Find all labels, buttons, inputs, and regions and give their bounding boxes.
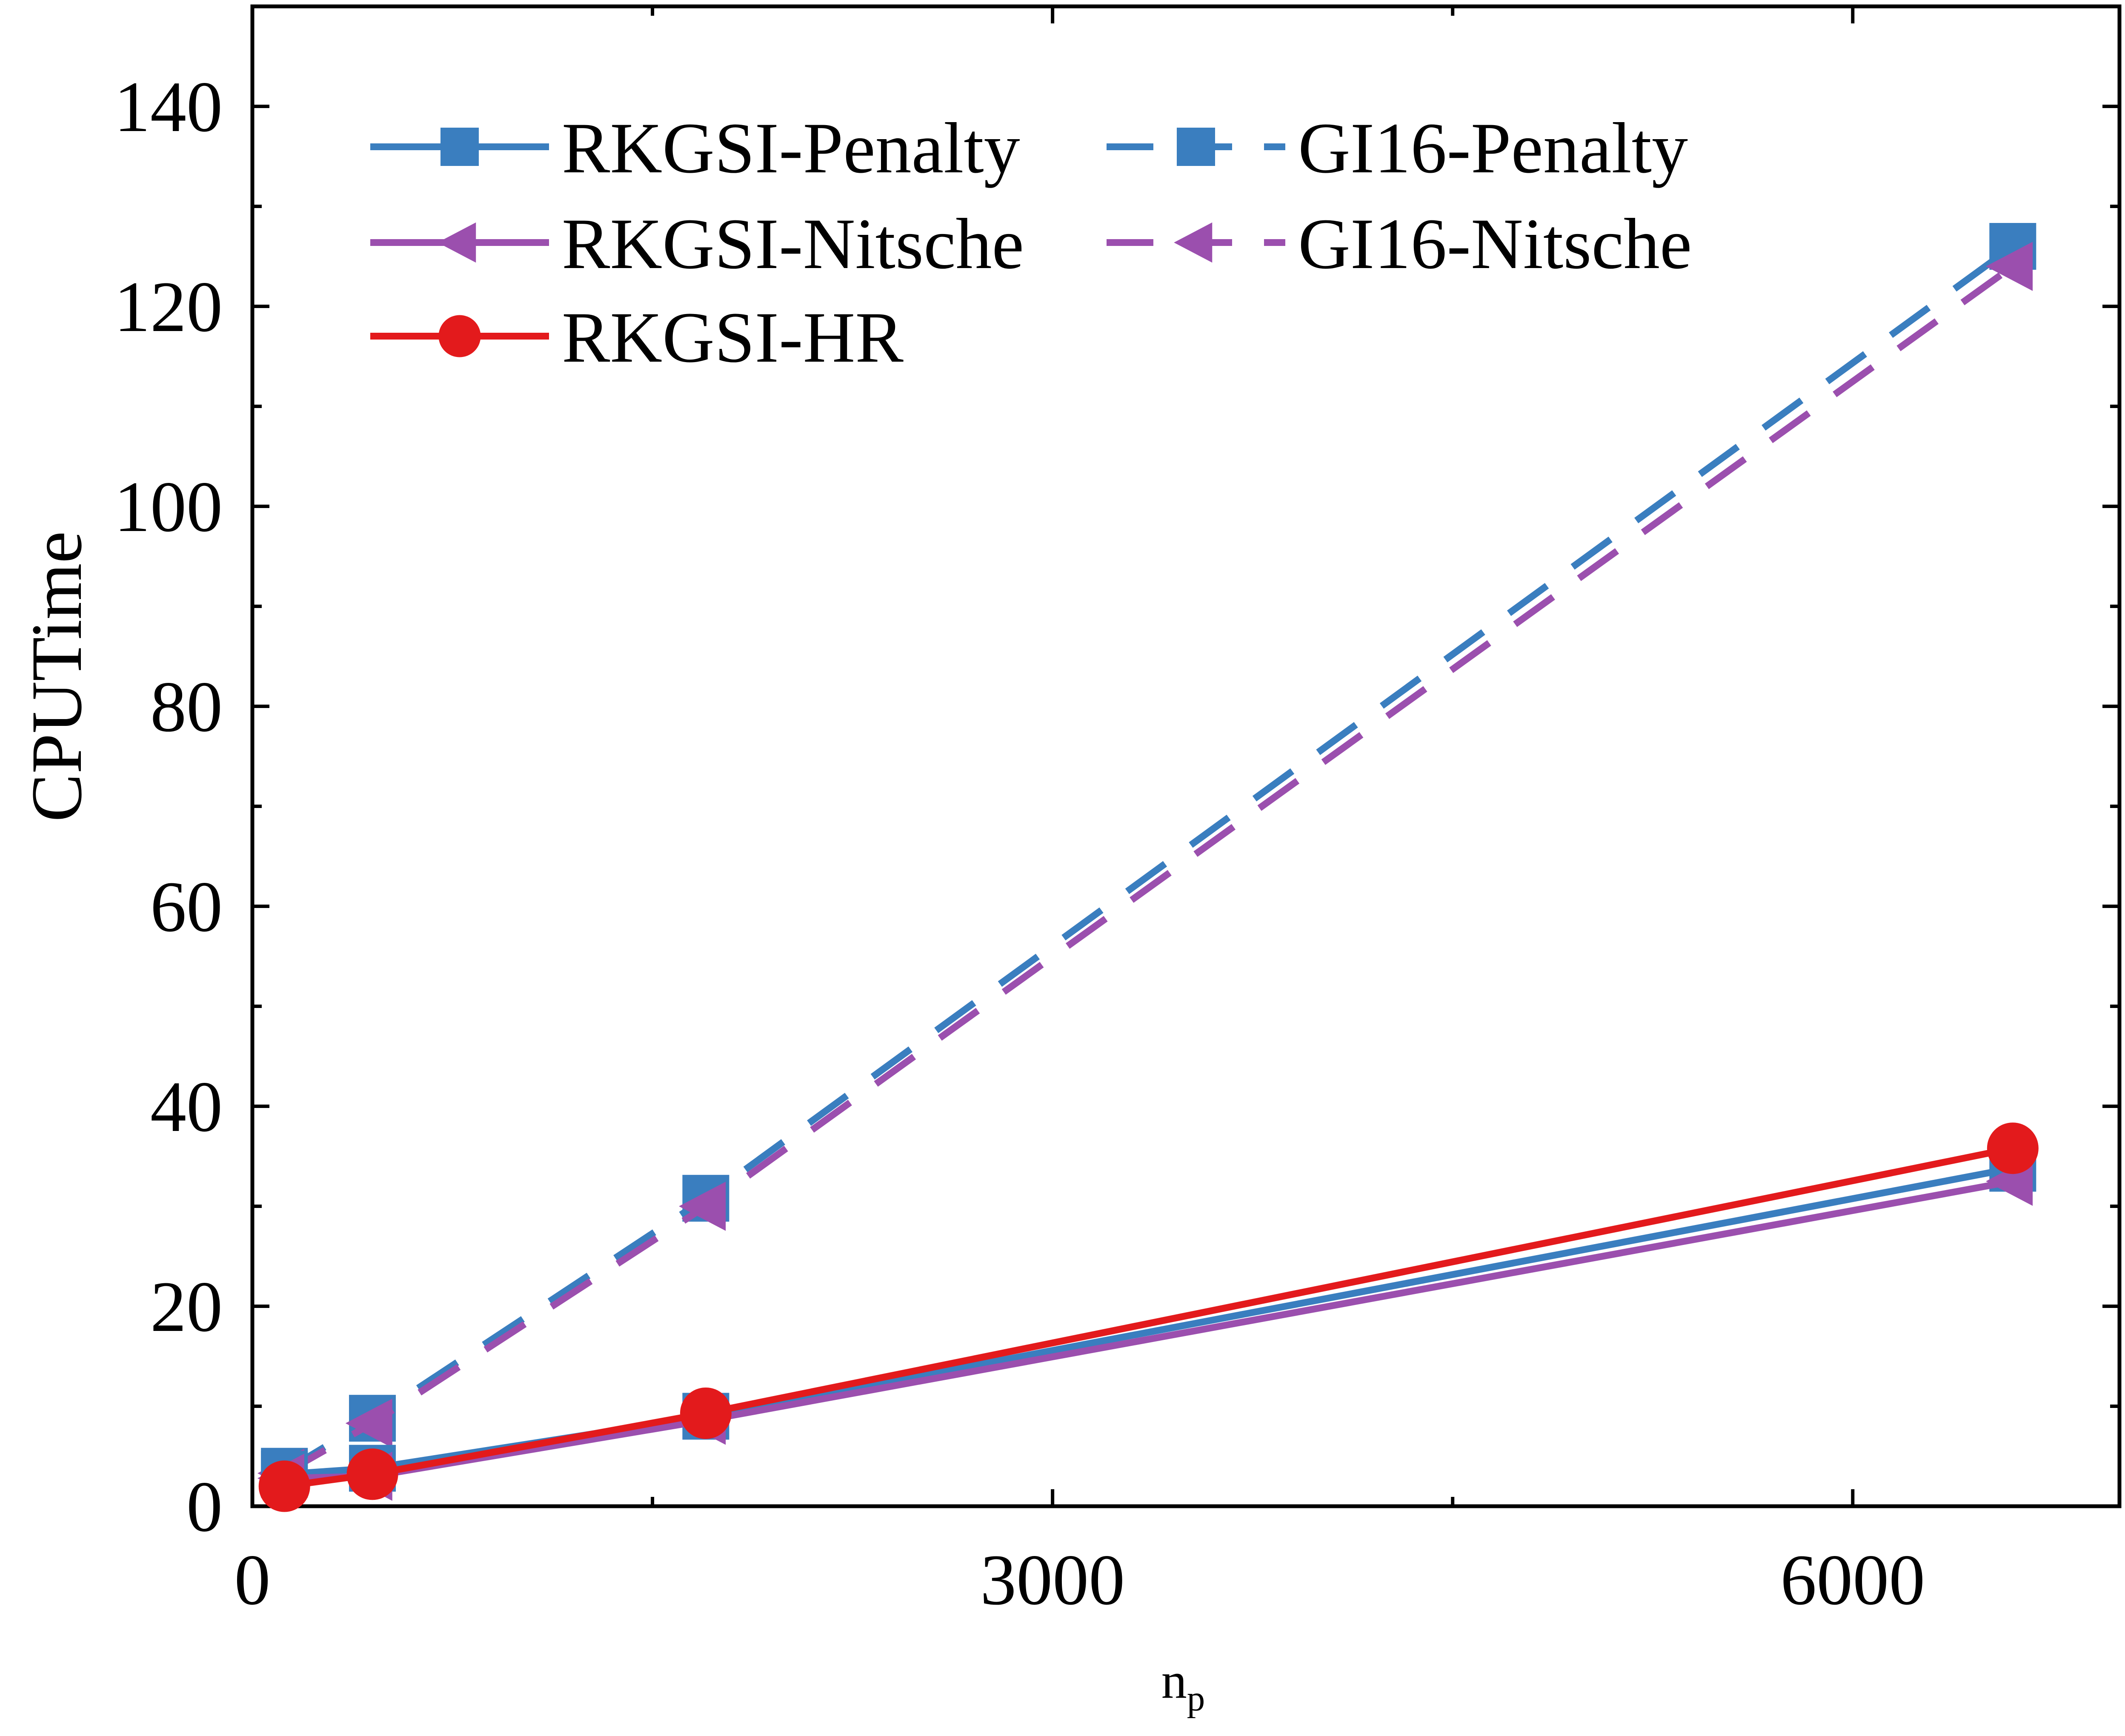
x-tick-label: 6000	[1780, 1540, 1925, 1620]
legend-label: GI16-Penalty	[1298, 108, 1688, 188]
y-tick-label: 100	[114, 467, 223, 547]
legend-marker	[438, 315, 481, 357]
y-tick-label: 0	[186, 1467, 223, 1547]
x-axis-label: np	[1161, 1652, 1205, 1719]
plot-border	[250, 4, 2122, 1508]
y-tick-label: 140	[114, 67, 223, 147]
series-layer	[257, 223, 2039, 1512]
series-line	[283, 243, 2015, 1474]
legend-marker	[438, 222, 476, 263]
data-point	[258, 1460, 310, 1512]
legend: RKGSI-Penalty RKGSI-Nitsche RKGSI-HR GI16-P…	[370, 108, 1692, 377]
legend-marker	[1174, 222, 1213, 263]
legend-item: RKGSI-Nitsche	[370, 204, 1024, 284]
legend-label: RKGSI-HR	[562, 297, 904, 377]
legend-item: GI16-Penalty	[1107, 108, 1688, 188]
data-point	[346, 1448, 398, 1500]
y-tick-label: 40	[150, 1067, 223, 1147]
plot-frame	[250, 4, 2122, 1508]
legend-label: RKGSI-Nitsche	[562, 204, 1024, 284]
legend-marker	[440, 128, 479, 166]
series-gi16-penalty	[261, 223, 2036, 1495]
series-gi16-nitsche	[257, 242, 2033, 1498]
series-line	[283, 263, 2015, 1476]
legend-marker	[1177, 128, 1215, 166]
series-line	[284, 1145, 2013, 1490]
x-tick-label: 3000	[980, 1540, 1125, 1620]
data-point	[679, 1182, 726, 1231]
x-axis-label-subscript: p	[1187, 1679, 1205, 1719]
tick-labels: 0 20 40 60 80 100 120 140 0 3000 6000	[114, 67, 1925, 1620]
legend-item: GI16-Nitsche	[1107, 204, 1692, 284]
legend-label: RKGSI-Penalty	[562, 108, 1020, 188]
series-rkgsi-hr	[258, 1122, 2039, 1512]
data-point	[680, 1387, 732, 1439]
x-tick-label: 0	[235, 1540, 271, 1620]
axis-ticks	[251, 5, 2119, 1508]
y-tick-label: 80	[150, 667, 223, 747]
legend-item: RKGSI-Penalty	[370, 108, 1020, 188]
legend-item: RKGSI-HR	[370, 297, 904, 377]
y-tick-label: 120	[114, 267, 223, 347]
legend-label: GI16-Nitsche	[1298, 204, 1692, 284]
x-axis-label-main: n	[1161, 1652, 1187, 1709]
y-axis-label: CPUTime	[17, 531, 97, 822]
data-point	[345, 1399, 392, 1448]
y-tick-label: 20	[150, 1267, 223, 1347]
data-point	[1986, 242, 2033, 291]
y-tick-label: 60	[150, 867, 223, 947]
data-point	[1987, 1122, 2039, 1174]
